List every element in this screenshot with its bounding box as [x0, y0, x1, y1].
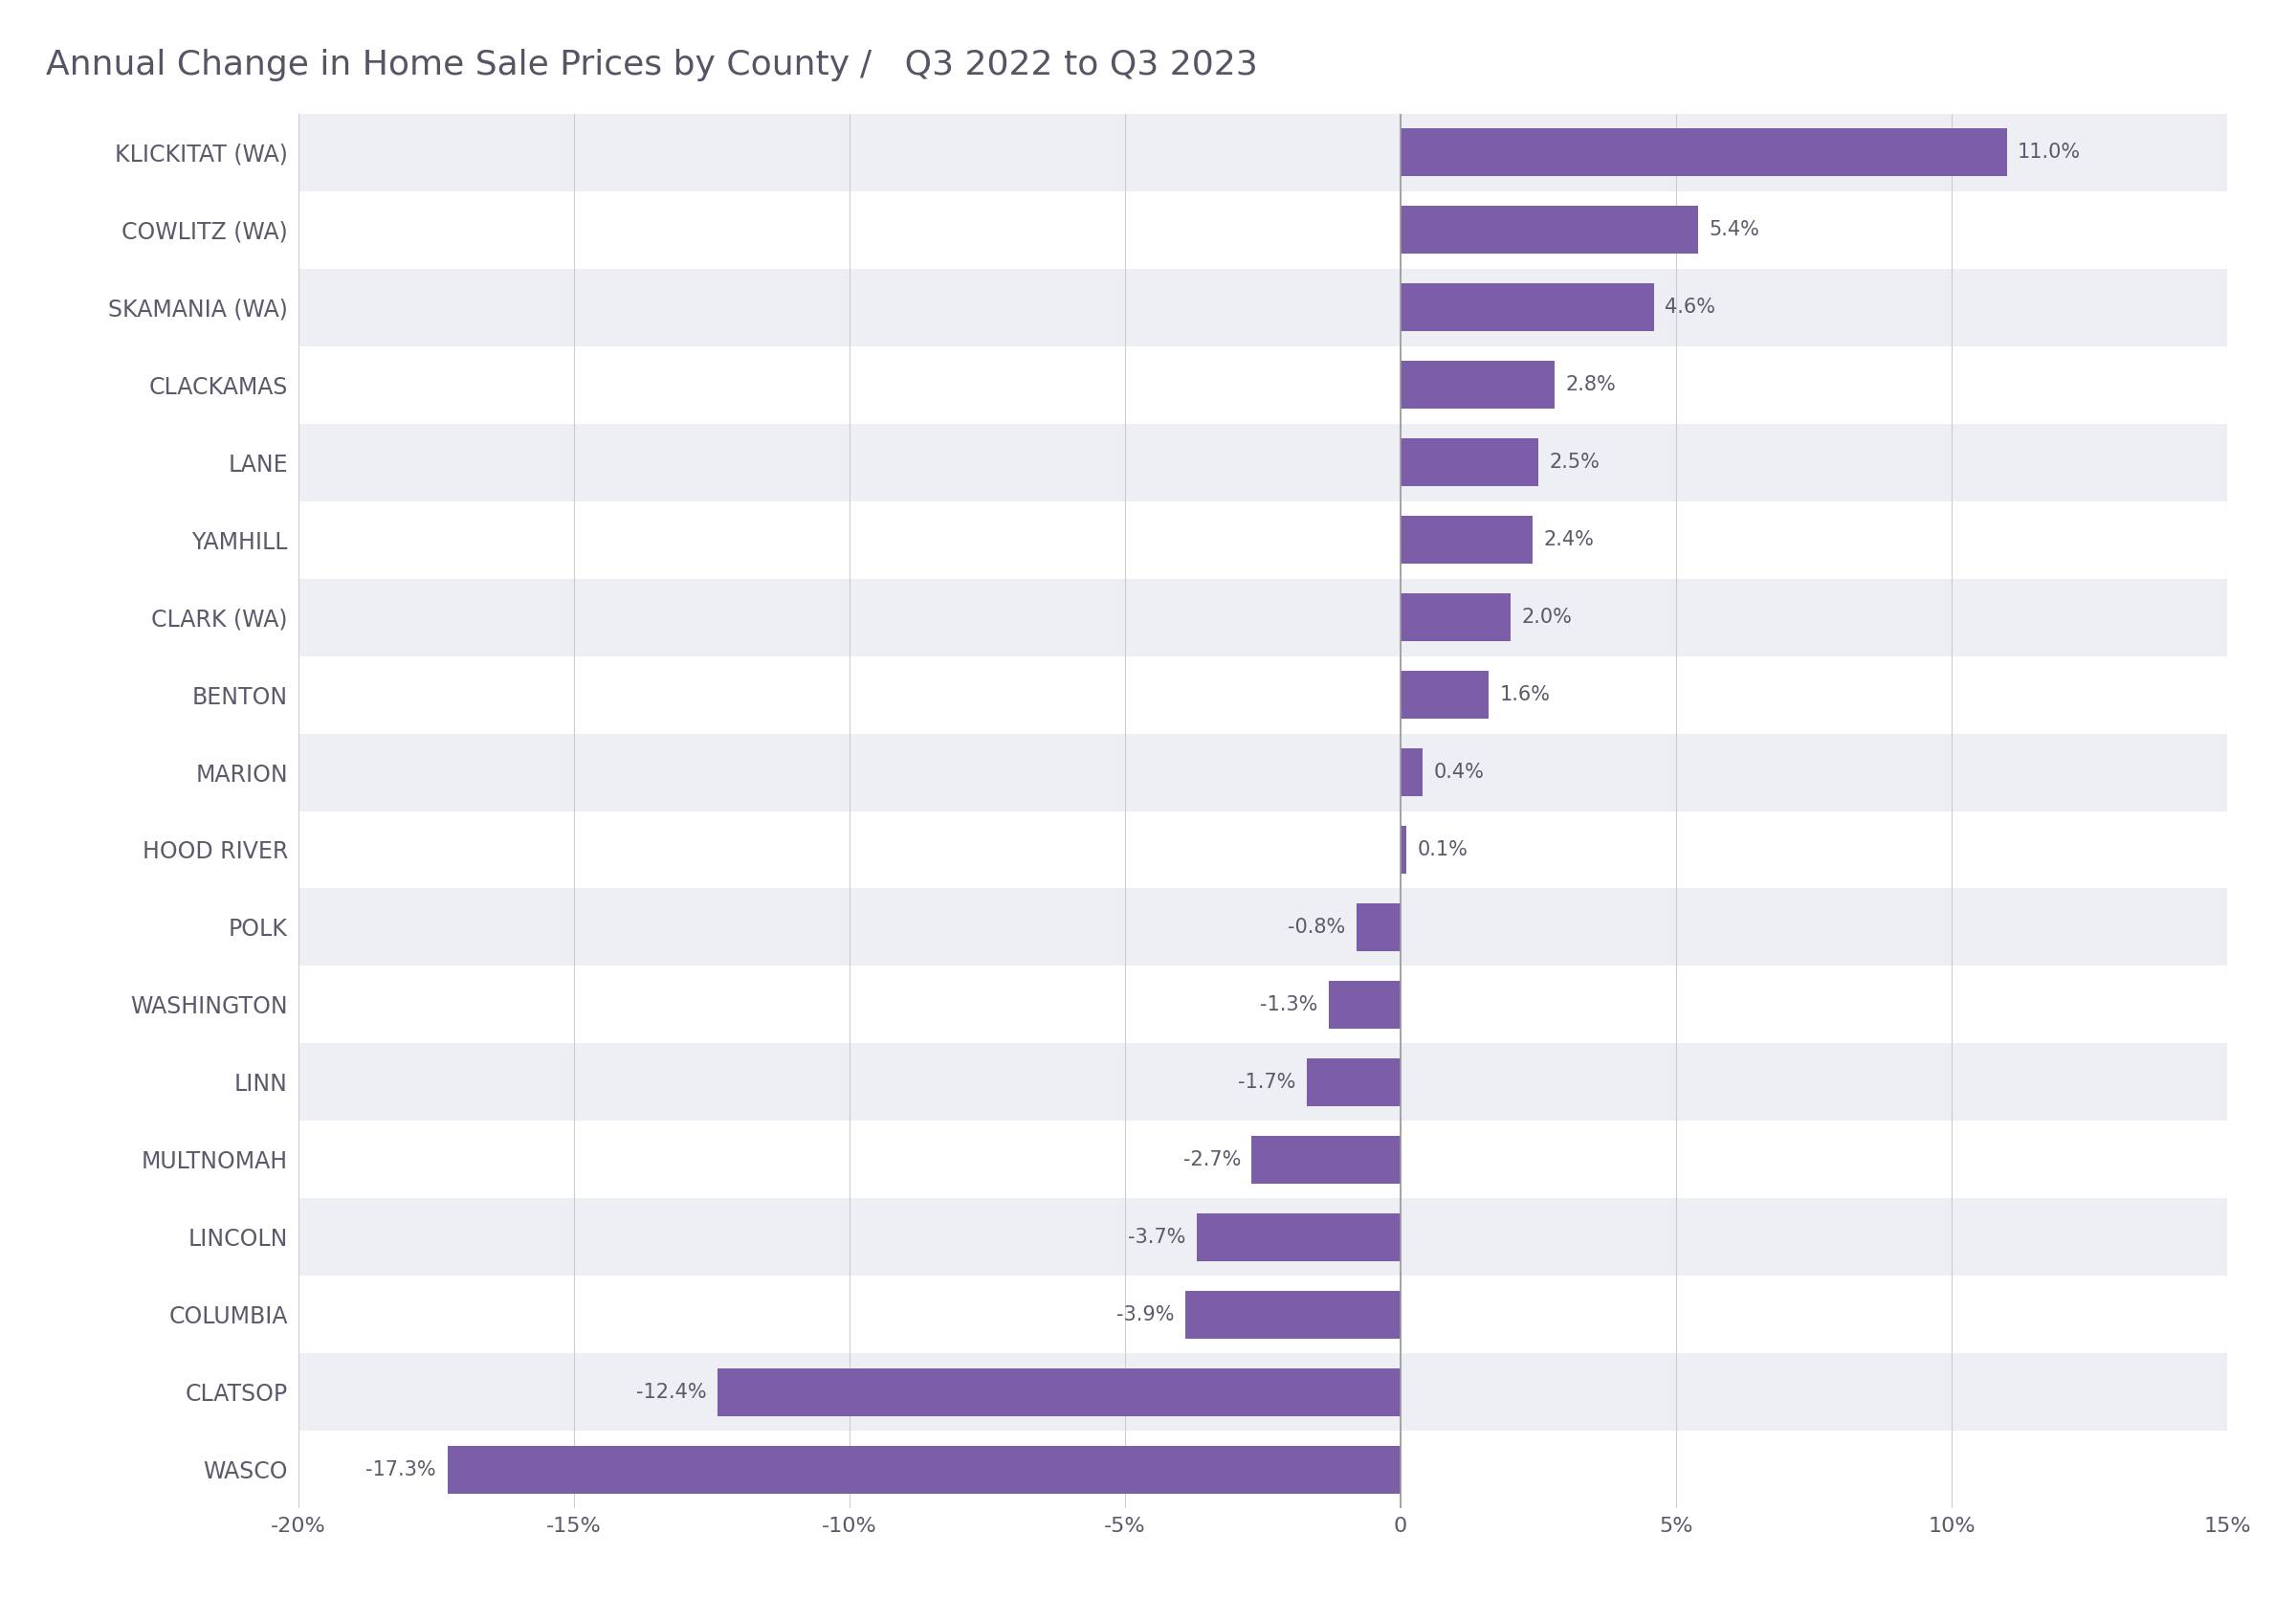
- Bar: [1401, 516, 1534, 564]
- Text: 0.4%: 0.4%: [1433, 762, 1483, 782]
- Text: -12.4%: -12.4%: [636, 1382, 707, 1401]
- Bar: [298, 967, 2227, 1043]
- Bar: [298, 1121, 2227, 1199]
- Bar: [1401, 826, 1405, 874]
- Text: /   Q3 2022 to Q3 2023: / Q3 2022 to Q3 2023: [838, 49, 1258, 81]
- Text: 0.1%: 0.1%: [1417, 840, 1467, 860]
- Text: 1.6%: 1.6%: [1499, 684, 1550, 704]
- Bar: [298, 1431, 2227, 1508]
- Bar: [1401, 284, 1653, 331]
- Bar: [1196, 1213, 1401, 1262]
- Text: -0.8%: -0.8%: [1288, 918, 1345, 938]
- Bar: [448, 1445, 1401, 1494]
- Text: -17.3%: -17.3%: [365, 1460, 436, 1479]
- Text: 5.4%: 5.4%: [1708, 221, 1759, 240]
- Bar: [1401, 438, 1538, 487]
- Bar: [298, 889, 2227, 967]
- Bar: [1329, 981, 1401, 1028]
- Bar: [298, 733, 2227, 811]
- Bar: [298, 811, 2227, 889]
- Bar: [298, 345, 2227, 423]
- Text: -2.7%: -2.7%: [1182, 1150, 1240, 1169]
- Text: -3.7%: -3.7%: [1127, 1228, 1185, 1247]
- Bar: [1401, 360, 1554, 409]
- Text: -1.3%: -1.3%: [1261, 996, 1318, 1014]
- Bar: [298, 1043, 2227, 1121]
- Bar: [298, 423, 2227, 501]
- Bar: [1401, 672, 1488, 719]
- Text: Annual Change in Home Sale Prices by County: Annual Change in Home Sale Prices by Cou…: [46, 49, 850, 81]
- Bar: [298, 1353, 2227, 1431]
- Bar: [1185, 1291, 1401, 1338]
- Text: 4.6%: 4.6%: [1665, 298, 1715, 316]
- Text: -1.7%: -1.7%: [1238, 1072, 1295, 1092]
- Bar: [298, 655, 2227, 733]
- Bar: [716, 1369, 1401, 1416]
- Bar: [298, 269, 2227, 345]
- Bar: [298, 501, 2227, 579]
- Text: 2.5%: 2.5%: [1550, 453, 1600, 472]
- Text: -3.9%: -3.9%: [1116, 1306, 1176, 1324]
- Text: 11.0%: 11.0%: [2018, 143, 2080, 162]
- Bar: [1401, 748, 1424, 796]
- Bar: [1401, 594, 1511, 641]
- Bar: [1357, 903, 1401, 950]
- Text: 2.8%: 2.8%: [1566, 375, 1616, 394]
- Bar: [298, 114, 2227, 191]
- Bar: [1251, 1135, 1401, 1184]
- Bar: [1401, 206, 1699, 253]
- Bar: [298, 191, 2227, 269]
- Bar: [1306, 1058, 1401, 1106]
- Text: 2.4%: 2.4%: [1543, 530, 1593, 550]
- Text: 2.0%: 2.0%: [1522, 608, 1573, 626]
- Bar: [298, 1277, 2227, 1353]
- Bar: [298, 579, 2227, 655]
- Bar: [298, 1199, 2227, 1277]
- Bar: [1401, 128, 2007, 177]
